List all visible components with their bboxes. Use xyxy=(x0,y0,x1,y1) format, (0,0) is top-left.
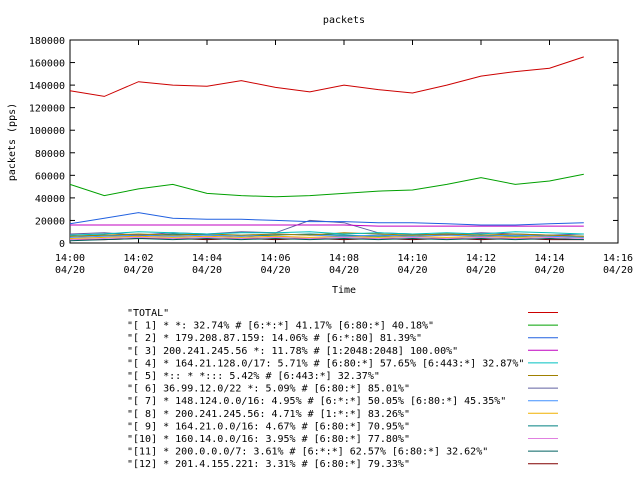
legend: "TOTAL" "[ 1] * *: 32.74% # [6:*:*] 41.17… xyxy=(127,308,558,470)
x-tick-date: 04/20 xyxy=(55,265,85,276)
series-lines xyxy=(69,56,584,242)
x-tick-date: 04/20 xyxy=(123,265,153,276)
x-tick-time: 14:10 xyxy=(397,253,427,264)
series-line-0 xyxy=(69,56,584,97)
x-tick-time: 14:12 xyxy=(466,253,496,264)
x-tick-date: 04/20 xyxy=(603,265,633,276)
legend-label: "[ 1] * *: 32.74% # [6:*:*] 41.17% [6:80… xyxy=(127,321,434,332)
y-tick-label: 0 xyxy=(59,239,65,250)
x-axis-label: Time xyxy=(332,285,356,296)
legend-label: "[ 6] 36.99.12.0/22 *: 5.09% # [6:80:*] … xyxy=(127,384,410,395)
x-tick-time: 14:06 xyxy=(260,253,290,264)
legend-label: "[ 8] * 200.241.245.56: 4.71% # [1:*:*] … xyxy=(127,409,410,420)
x-tick-date: 04/20 xyxy=(329,265,359,276)
series-line-2 xyxy=(69,212,584,226)
plot-frame xyxy=(69,39,619,244)
legend-label: "[ 3] 200.241.245.56 *: 11.78% # [1:2048… xyxy=(127,346,458,357)
legend-label: "TOTAL" xyxy=(127,308,169,319)
series-line-8 xyxy=(69,235,584,239)
y-tick-label: 40000 xyxy=(35,194,65,205)
x-tick-date: 04/20 xyxy=(466,265,496,276)
series-line-3 xyxy=(70,224,584,227)
legend-label: "[ 5] *:: * *::: 5.42% # [6:443:*] 32.37… xyxy=(127,371,380,382)
y-axis-label: packets (pps) xyxy=(7,103,18,181)
x-tick-date: 04/20 xyxy=(534,265,564,276)
x-tick-time: 14:08 xyxy=(329,253,359,264)
chart-title: packets xyxy=(323,15,365,26)
legend-label: "[ 7] * 148.124.0.0/16: 4.95% # [6:*:*] … xyxy=(127,396,506,407)
x-tick-time: 14:04 xyxy=(192,253,222,264)
y-tick-label: 160000 xyxy=(29,59,65,70)
x-tick-time: 14:02 xyxy=(123,253,153,264)
x-axis-ticks: 14:0004/2014:0204/2014:0404/2014:0604/20… xyxy=(55,40,633,276)
legend-label: "[10] * 160.14.0.0/16: 3.95% # [6:80:*] … xyxy=(127,434,410,445)
series-line-7 xyxy=(69,233,584,238)
legend-label: "[11] * 200.0.0.0/7: 3.61% # [6:*:*] 62.… xyxy=(127,447,488,458)
y-tick-label: 100000 xyxy=(29,126,65,137)
series-line-11 xyxy=(69,237,584,242)
x-tick-time: 14:16 xyxy=(603,253,633,264)
x-tick-date: 04/20 xyxy=(397,265,427,276)
y-tick-label: 120000 xyxy=(29,104,65,115)
legend-label: "[ 4] * 164.21.128.0/17: 5.71% # [6:80:*… xyxy=(127,358,524,369)
series-line-5 xyxy=(69,232,584,237)
x-tick-date: 04/20 xyxy=(260,265,290,276)
x-tick-time: 14:00 xyxy=(55,253,85,264)
series-line-1 xyxy=(69,173,584,198)
y-axis-ticks: 0 20000 40000 60000 80000 100000 120000 140000 1… xyxy=(29,36,618,250)
y-tick-label: 80000 xyxy=(35,149,65,160)
y-tick-label: 60000 xyxy=(35,171,65,182)
x-tick-date: 04/20 xyxy=(192,265,222,276)
series-line-10 xyxy=(69,236,584,241)
legend-label: "[ 9] * 164.21.0.0/16: 4.67% # [6:80:*] … xyxy=(127,421,410,432)
x-tick-time: 14:14 xyxy=(534,253,564,264)
legend-label: "[12] * 201.4.155.221: 3.31% # [6:80:*] … xyxy=(127,459,410,470)
y-tick-label: 140000 xyxy=(29,81,65,92)
y-tick-label: 20000 xyxy=(35,216,65,227)
series-line-4 xyxy=(69,231,584,236)
y-tick-label: 180000 xyxy=(29,36,65,47)
legend-label: "[ 2] * 179.208.87.159: 14.06% # [6:*:80… xyxy=(127,333,422,344)
